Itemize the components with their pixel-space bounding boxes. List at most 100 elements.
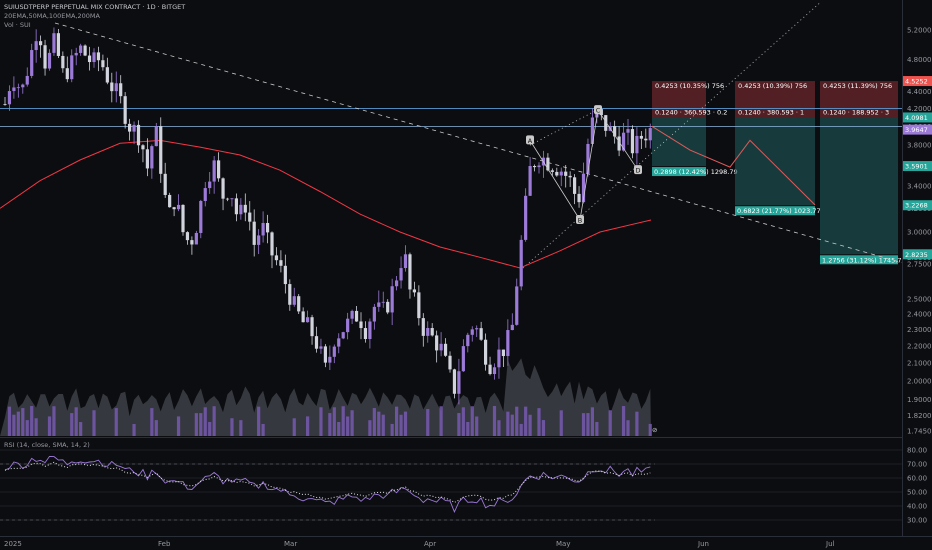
candle-body	[176, 204, 181, 210]
time-tick-label: Feb	[158, 540, 171, 548]
volume-bar	[199, 413, 203, 436]
candle-body	[426, 328, 430, 336]
time-tick-label: Jul	[825, 540, 835, 548]
price-tick-label: 2.0000	[907, 377, 932, 385]
target-label-bg	[652, 167, 706, 177]
volume-bar	[203, 407, 207, 436]
pattern-legs	[529, 109, 639, 222]
time-tick-label: Apr	[424, 540, 436, 548]
candle-body	[39, 41, 43, 46]
candle-body	[354, 310, 359, 322]
volume-bar	[581, 413, 586, 436]
volume-bar	[541, 420, 546, 436]
price-tick-label: 4.4000	[907, 88, 932, 96]
candle-body	[123, 96, 127, 124]
volume-bar	[332, 407, 336, 436]
candle-body	[270, 232, 274, 256]
indicator-legend: 20EMA,50MA,100EMA,200MA	[4, 12, 100, 20]
candle-body	[568, 175, 572, 178]
volume-bar	[537, 408, 541, 436]
target-label-bg	[820, 255, 898, 265]
volume-bar	[176, 416, 181, 436]
volume-bar	[586, 413, 590, 436]
volume-bar	[590, 407, 594, 436]
price-tag: 3.5901	[905, 163, 928, 171]
volume-legend: Vol · SUI	[4, 21, 31, 29]
candle-body	[613, 126, 617, 137]
price-tick-label: 4.8000	[907, 56, 932, 64]
stop-loss-zone	[820, 81, 898, 118]
volume-bar	[114, 408, 118, 436]
candle-body	[537, 165, 541, 168]
price-tag: 4.0981	[905, 114, 928, 122]
candle-body	[577, 193, 581, 203]
price-tag: 2.8235	[905, 251, 928, 259]
volume-bar	[395, 406, 399, 436]
volume-bar	[457, 413, 461, 436]
candle-body	[519, 239, 523, 287]
price-tag-bg	[903, 76, 932, 87]
candle-body	[288, 284, 292, 305]
candle-body	[484, 339, 488, 365]
candle-body	[479, 328, 483, 340]
candle-body	[92, 52, 96, 63]
rsi-line	[4, 455, 651, 514]
axis-border	[902, 0, 903, 536]
time-axis: 2025 Feb Mar Apr May Jun Jul	[4, 540, 835, 548]
candle-body	[208, 181, 212, 189]
volume-bar	[399, 414, 403, 436]
stop-loss-zone	[735, 81, 815, 118]
candle-body	[248, 212, 252, 222]
volume-bar	[212, 406, 216, 436]
candle-body	[230, 198, 234, 200]
candle-body	[590, 117, 594, 144]
candle-body	[265, 222, 270, 233]
candle-body	[150, 146, 154, 169]
take-profit-zone	[652, 117, 706, 167]
stop-loss-label: 0.4253 (10.39%) 756	[738, 82, 807, 90]
candle-body	[301, 311, 305, 323]
candle-body	[310, 317, 314, 337]
volume-bar	[403, 411, 408, 436]
candle-body	[550, 170, 554, 172]
volume-bar	[626, 420, 630, 436]
candle-body	[159, 126, 163, 174]
descending-trendline	[54, 22, 902, 264]
candle-body	[34, 41, 38, 51]
price-tag: 4.5252	[905, 78, 928, 86]
candle-body	[337, 338, 341, 347]
candle-body	[443, 343, 448, 356]
pattern-point-label: B	[578, 216, 582, 224]
candle-body	[381, 301, 385, 303]
volume-bar	[368, 420, 372, 436]
time-tick-label: Mar	[284, 540, 297, 548]
candle-body	[3, 104, 7, 105]
volume-bar	[461, 407, 465, 436]
volume-bar	[524, 406, 528, 436]
candle-body	[346, 318, 350, 333]
candle-body	[274, 255, 279, 261]
candle-body	[105, 67, 109, 83]
candle-body	[110, 82, 114, 92]
volume-bar	[648, 423, 652, 436]
candle-body	[136, 124, 141, 146]
candle-body	[564, 171, 568, 176]
entry-label: 0.1240 · 360.593 · 0.2	[655, 108, 727, 116]
volume-bar	[12, 414, 16, 436]
harmonic-pattern: A B C D ⊘	[526, 105, 657, 434]
volume-bar	[341, 406, 345, 436]
candle-body	[217, 160, 221, 179]
candle-body	[79, 45, 83, 53]
candle-body	[332, 346, 336, 357]
time-tick-label: 2025	[4, 540, 22, 548]
candle-body	[154, 126, 158, 147]
candle-body	[630, 129, 635, 154]
volume-bar	[154, 420, 158, 436]
price-tag-bg	[903, 112, 932, 123]
price-tick-label: 1.9000	[907, 396, 932, 404]
volume-bar	[595, 421, 599, 436]
volume-bar	[635, 411, 639, 436]
volume-bar	[515, 406, 519, 436]
volume-bar	[475, 416, 479, 436]
